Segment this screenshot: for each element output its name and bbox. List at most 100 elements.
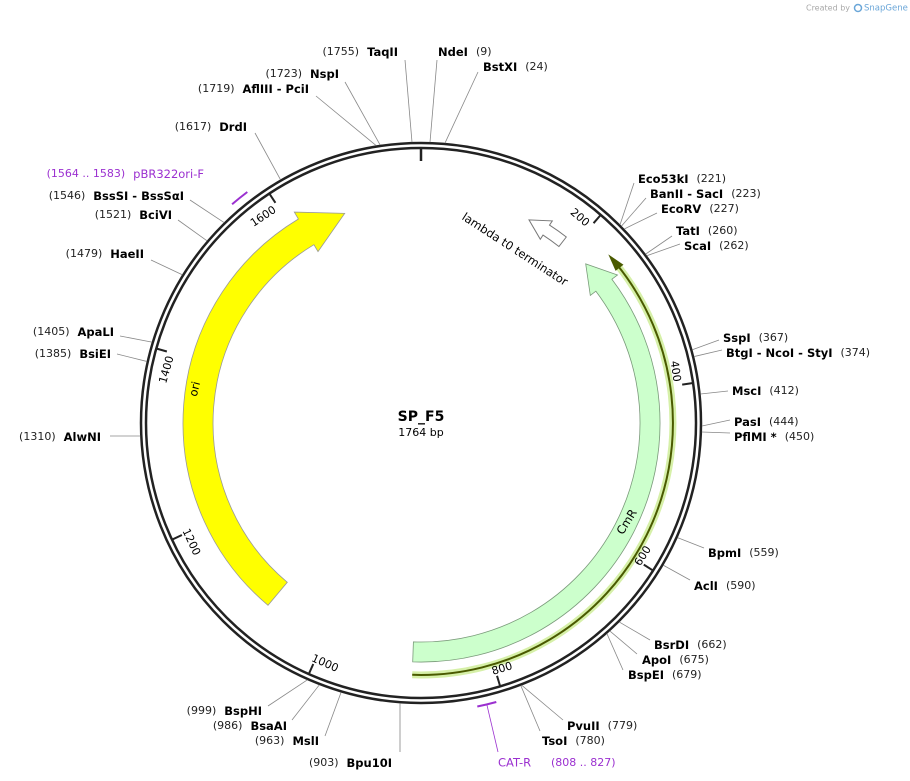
enzyme-connector bbox=[609, 630, 638, 655]
enzyme-position: (559) bbox=[749, 546, 779, 559]
orf-arrowhead bbox=[608, 254, 624, 271]
enzyme-name: MslI bbox=[292, 734, 319, 748]
enzyme-name: BspHI bbox=[224, 704, 262, 718]
enzyme-position: (675) bbox=[679, 653, 709, 666]
enzyme-connector bbox=[619, 182, 635, 225]
tick-label: 1000 bbox=[310, 652, 341, 675]
enzyme-position: (1405) bbox=[33, 325, 70, 338]
enzyme-name: AclI bbox=[694, 579, 718, 593]
primer-range: (1564 .. 1583) bbox=[47, 167, 126, 180]
enzyme-connector bbox=[404, 59, 413, 143]
primer-name: pBR322ori-F bbox=[133, 167, 204, 181]
enzyme-name: BspEI bbox=[628, 668, 664, 682]
enzyme-label: EcoRV (227) bbox=[661, 202, 739, 216]
enzyme-label: PvuII (779) bbox=[567, 719, 637, 733]
tick-mark bbox=[156, 347, 168, 353]
enzyme-name: Eco53kI bbox=[638, 172, 689, 186]
enzyme-connector bbox=[429, 59, 438, 143]
enzyme-name: ApoI bbox=[642, 653, 671, 667]
enzyme-position: (260) bbox=[708, 224, 738, 237]
enzyme-label: (1385) BsiEI bbox=[35, 347, 111, 361]
enzyme-connector bbox=[119, 335, 152, 343]
enzyme-connector bbox=[701, 431, 731, 434]
enzyme-name: NspI bbox=[310, 67, 339, 81]
enzyme-label: BspEI (679) bbox=[628, 668, 702, 682]
enzyme-name: AlwNI bbox=[64, 430, 101, 444]
enzyme-label: (1310) AlwNI bbox=[19, 430, 101, 444]
enzyme-connector bbox=[291, 684, 320, 721]
enzyme-position: (1719) bbox=[198, 82, 235, 95]
enzyme-connector bbox=[520, 685, 541, 732]
tick-label: 600 bbox=[632, 544, 654, 569]
enzyme-label: (986) BsaAI bbox=[213, 719, 287, 733]
enzyme-label: (963) MslI bbox=[255, 734, 319, 748]
enzyme-connector bbox=[254, 132, 281, 180]
feature-ori bbox=[182, 211, 346, 606]
enzyme-label: (999) BspHI bbox=[187, 704, 262, 718]
enzyme-label: ScaI (262) bbox=[684, 239, 749, 253]
enzyme-name: SspI bbox=[723, 331, 751, 345]
enzyme-label: (1617) DrdI bbox=[175, 120, 247, 134]
enzyme-connector bbox=[150, 259, 183, 276]
backbone-outer bbox=[139, 141, 703, 705]
enzyme-label: BsrDI (662) bbox=[654, 638, 727, 652]
enzyme-label: BtgI - NcoI - StyI (374) bbox=[726, 346, 870, 360]
enzyme-connector bbox=[189, 199, 225, 223]
enzyme-name: PvuII bbox=[567, 719, 600, 733]
enzyme-position: (1521) bbox=[95, 208, 132, 221]
enzyme-name: BpmI bbox=[708, 546, 741, 560]
plasmid-length: 1764 bp bbox=[398, 426, 443, 439]
enzyme-name: DrdI bbox=[219, 120, 247, 134]
enzyme-label: (903) Bpu10I bbox=[309, 756, 392, 770]
enzyme-connector bbox=[619, 621, 651, 641]
enzyme-name: BsiEI bbox=[79, 347, 111, 361]
enzyme-connector bbox=[621, 197, 647, 227]
feature-label: ori bbox=[186, 380, 203, 398]
enzyme-position: (450) bbox=[785, 430, 815, 443]
plasmid-name: SP_F5 bbox=[398, 409, 445, 425]
enzyme-position: (1546) bbox=[49, 189, 86, 202]
enzyme-label: AclI (590) bbox=[694, 579, 756, 593]
enzyme-name: BtgI - NcoI - StyI bbox=[726, 346, 833, 360]
tick-label: 800 bbox=[490, 659, 514, 677]
enzyme-label: SspI (367) bbox=[723, 331, 788, 345]
enzyme-name: NdeI bbox=[438, 45, 468, 59]
enzyme-name: EcoRV bbox=[661, 202, 701, 216]
enzyme-connector bbox=[701, 419, 731, 427]
enzyme-name: ScaI bbox=[684, 239, 711, 253]
enzyme-name: TatI bbox=[676, 224, 700, 238]
enzyme-position: (9) bbox=[476, 45, 492, 58]
primer-connector bbox=[486, 704, 499, 753]
tick-mark bbox=[171, 534, 183, 541]
enzyme-name: BanII - SacI bbox=[650, 187, 723, 201]
primer-range: (808 .. 827) bbox=[551, 756, 616, 769]
enzyme-name: PasI bbox=[734, 415, 761, 429]
enzyme-label: PasI (444) bbox=[734, 415, 799, 429]
enzyme-position: (999) bbox=[187, 704, 217, 717]
enzyme-position: (1755) bbox=[323, 45, 360, 58]
enzyme-position: (262) bbox=[719, 239, 749, 252]
primer-mark bbox=[231, 191, 248, 206]
enzyme-connector bbox=[693, 349, 723, 357]
enzyme-label: NdeI (9) bbox=[438, 45, 492, 59]
enzyme-name: PflMI * bbox=[734, 430, 777, 444]
enzyme-connector bbox=[692, 339, 720, 351]
tick-label: 1400 bbox=[156, 354, 176, 384]
enzyme-label: TsoI (780) bbox=[542, 734, 605, 748]
enzyme-name: BciVI bbox=[139, 208, 172, 222]
enzyme-label: (1723) NspI bbox=[265, 67, 339, 81]
enzyme-name: TsoI bbox=[542, 734, 567, 748]
enzyme-position: (374) bbox=[841, 346, 871, 359]
enzyme-position: (1617) bbox=[175, 120, 212, 133]
enzyme-label: PflMI * (450) bbox=[734, 430, 814, 444]
enzyme-position: (444) bbox=[769, 415, 799, 428]
enzyme-label: (1405) ApaLI bbox=[33, 325, 114, 339]
enzyme-connector bbox=[267, 679, 308, 707]
enzyme-position: (367) bbox=[759, 331, 789, 344]
enzyme-label: (1719) AflIII - PciI bbox=[198, 82, 309, 96]
enzyme-position: (662) bbox=[697, 638, 727, 651]
primer-label: (1564 .. 1583) pBR322ori-F bbox=[47, 167, 204, 181]
enzyme-connector bbox=[645, 235, 673, 255]
enzyme-position: (1310) bbox=[19, 430, 56, 443]
primer-name: CAT-R bbox=[498, 756, 531, 770]
